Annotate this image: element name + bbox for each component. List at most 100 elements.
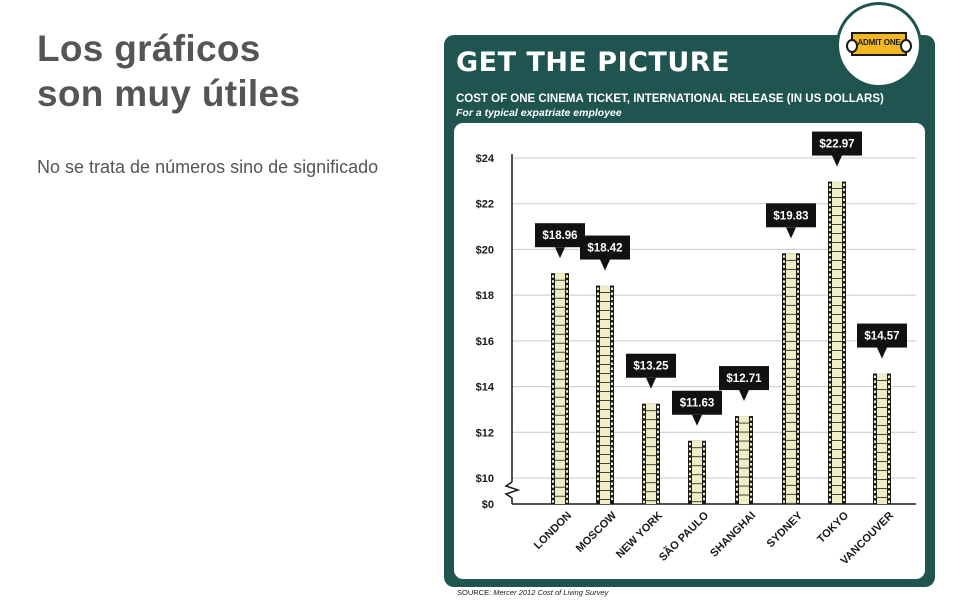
- sprocket-hole: [843, 343, 845, 347]
- sprocket-hole: [843, 183, 845, 187]
- sprocket-hole: [797, 395, 799, 398]
- sprocket-hole: [703, 452, 705, 456]
- sprocket-hole: [797, 300, 799, 303]
- sprocket-hole: [797, 290, 799, 293]
- sprocket-hole: [750, 463, 752, 466]
- sprocket-hole: [597, 407, 599, 411]
- sprocket-hole: [689, 487, 691, 491]
- sprocket-hole: [566, 450, 568, 453]
- data-label: $18.96: [542, 230, 577, 242]
- sprocket-hole: [843, 388, 845, 392]
- sprocket-hole: [552, 335, 554, 338]
- sprocket-hole: [783, 315, 785, 318]
- sprocket-hole: [597, 367, 599, 371]
- sprocket-hole: [888, 430, 890, 434]
- sprocket-hole: [888, 450, 890, 454]
- sprocket-hole: [750, 423, 752, 426]
- sprocket-hole: [597, 417, 599, 421]
- data-label: $18.42: [587, 243, 622, 255]
- sprocket-hole: [552, 400, 554, 403]
- sprocket-hole: [843, 188, 845, 192]
- sprocket-hole: [552, 315, 554, 318]
- sprocket-hole: [783, 260, 785, 263]
- sprocket-hole: [611, 327, 613, 331]
- sprocket-hole: [736, 478, 738, 481]
- sprocket-hole: [829, 493, 831, 497]
- sprocket-hole: [783, 460, 785, 463]
- sprocket-hole: [552, 395, 554, 398]
- sprocket-hole: [657, 435, 659, 439]
- sprocket-hole: [843, 323, 845, 327]
- sprocket-hole: [657, 430, 659, 434]
- sprocket-hole: [552, 355, 554, 358]
- sprocket-hole: [843, 318, 845, 322]
- sprocket-hole: [829, 183, 831, 187]
- bar-frame: [600, 285, 610, 504]
- sprocket-hole: [597, 357, 599, 361]
- sprocket-hole: [797, 455, 799, 458]
- sprocket-hole: [783, 335, 785, 338]
- sprocket-hole: [703, 442, 705, 446]
- sprocket-hole: [643, 475, 645, 479]
- sprocket-hole: [736, 488, 738, 491]
- sprocket-hole: [552, 345, 554, 348]
- callout-pointer: [600, 259, 610, 271]
- sprocket-hole: [552, 300, 554, 303]
- sprocket-hole: [829, 233, 831, 237]
- bar-frame: [877, 373, 887, 504]
- sprocket-hole: [888, 495, 890, 499]
- slide-subtitle: No se trata de números sino de significa…: [37, 157, 379, 177]
- sprocket-hole: [874, 410, 876, 414]
- sprocket-hole: [829, 323, 831, 327]
- sprocket-hole: [552, 285, 554, 288]
- sprocket-hole: [843, 353, 845, 357]
- sprocket-hole: [611, 307, 613, 311]
- source-prefix: SOURCE:: [457, 588, 492, 597]
- sprocket-hole: [783, 290, 785, 293]
- sprocket-hole: [611, 437, 613, 441]
- sprocket-hole: [750, 473, 752, 476]
- sprocket-hole: [643, 405, 645, 409]
- sprocket-hole: [843, 233, 845, 237]
- sprocket-hole: [597, 317, 599, 321]
- sprocket-hole: [888, 460, 890, 464]
- sprocket-hole: [611, 372, 613, 376]
- sprocket-hole: [597, 457, 599, 461]
- sprocket-hole: [736, 473, 738, 476]
- sprocket-hole: [843, 378, 845, 382]
- sprocket-hole: [797, 400, 799, 403]
- ticket-badge: ADMIT ONE: [836, 2, 922, 88]
- sprocket-hole: [843, 268, 845, 272]
- sprocket-hole: [829, 498, 831, 502]
- sprocket-hole: [566, 360, 568, 363]
- sprocket-hole: [783, 300, 785, 303]
- sprocket-hole: [783, 470, 785, 473]
- sprocket-hole: [552, 330, 554, 333]
- sprocket-hole: [657, 445, 659, 449]
- sprocket-hole: [736, 443, 738, 446]
- sprocket-hole: [843, 478, 845, 482]
- sprocket-hole: [783, 390, 785, 393]
- sprocket-hole: [597, 492, 599, 496]
- bar-frame: [786, 253, 796, 504]
- sprocket-hole: [829, 243, 831, 247]
- slide-title-line1: Los gráficos: [37, 28, 261, 69]
- sprocket-hole: [552, 480, 554, 483]
- sprocket-hole: [783, 435, 785, 438]
- slide-title: Los gráficos son muy útiles: [37, 26, 300, 116]
- sprocket-hole: [829, 333, 831, 337]
- sprocket-hole: [703, 447, 705, 451]
- sprocket-hole: [736, 493, 738, 496]
- sprocket-hole: [829, 373, 831, 377]
- sprocket-hole: [843, 358, 845, 362]
- callout-pointer: [786, 227, 796, 239]
- sprocket-hole: [843, 403, 845, 407]
- sprocket-hole: [829, 363, 831, 367]
- sprocket-hole: [829, 258, 831, 262]
- sprocket-hole: [843, 363, 845, 367]
- sprocket-hole: [888, 410, 890, 414]
- sprocket-hole: [643, 420, 645, 424]
- sprocket-hole: [552, 465, 554, 468]
- sprocket-hole: [597, 412, 599, 416]
- sprocket-hole: [611, 457, 613, 461]
